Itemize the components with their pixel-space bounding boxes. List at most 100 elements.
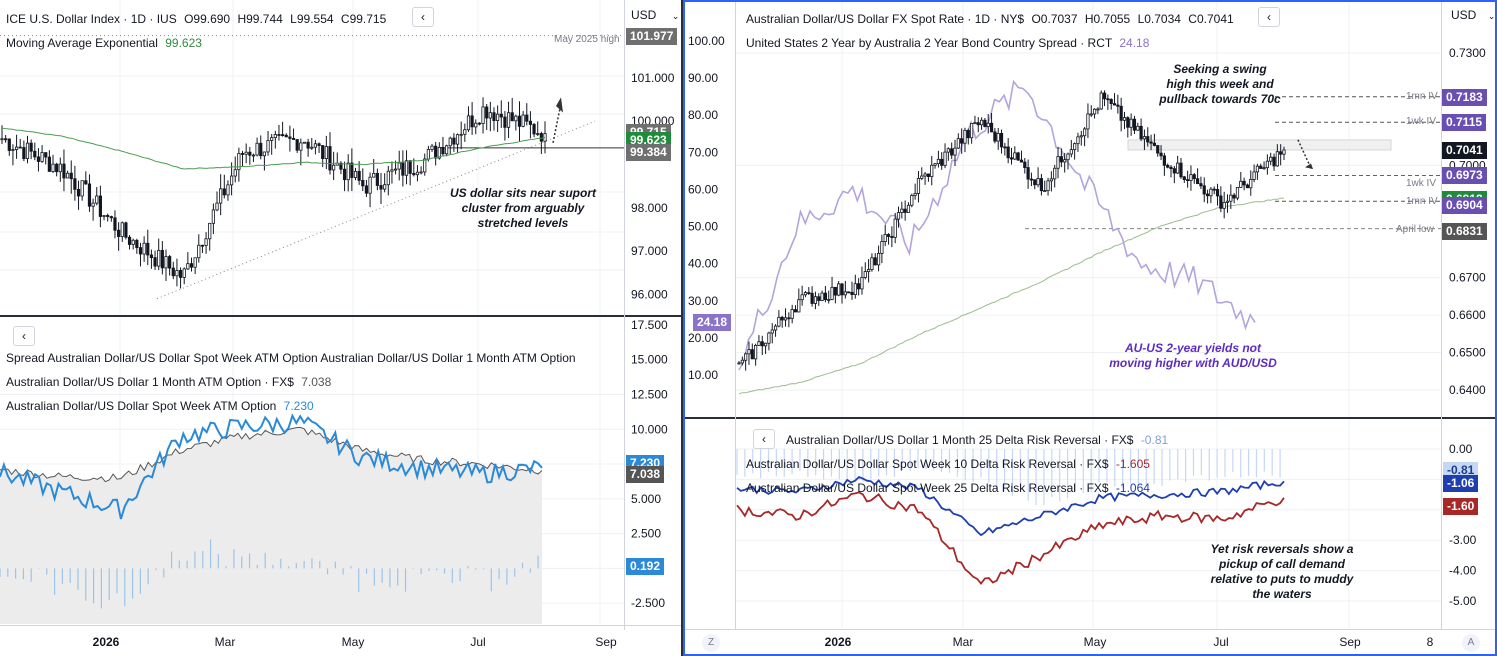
dxy-candle-body: [383, 184, 387, 190]
audusd-close: C0.7041: [1188, 12, 1234, 26]
dxy-candle-body: [240, 153, 245, 155]
spread-annotation[interactable]: AU-US 2-year yields not moving higher wi…: [1109, 341, 1277, 370]
option-spread-name[interactable]: Spread Australian Dollar/US Dollar Spot …: [6, 351, 576, 365]
audusd-candle-body: [1269, 156, 1273, 162]
dxy-candle-body: [248, 151, 252, 156]
audusd-low: L0.7034: [1137, 12, 1181, 26]
option-value-badge: 7.038: [626, 466, 665, 484]
rr-week25-name[interactable]: Australian Dollar/US Dollar Spot Week 25…: [746, 481, 1109, 495]
dxy-legend[interactable]: ICE U.S. Dollar Index · 1D · IUS O99.690…: [6, 11, 386, 27]
option-1m-name[interactable]: Australian Dollar/US Dollar 1 Month ATM …: [6, 375, 294, 389]
dxy-candle-body: [95, 195, 99, 204]
dxy-candle-body: [69, 172, 73, 180]
option-1m-area: [0, 427, 542, 624]
rr-1m-legend[interactable]: Australian Dollar/US Dollar 1 Month 25 D…: [786, 432, 1168, 448]
dxy-candle-body: [310, 146, 314, 149]
dxy-candle-body: [419, 171, 423, 174]
dxy-candle-body: [65, 172, 70, 179]
zoom-reset-button[interactable]: Z: [702, 634, 720, 652]
right-x-tick-label: 8: [1426, 635, 1434, 649]
audusd-candle-body: [1102, 92, 1107, 100]
rr-value-badge: -1.60: [1443, 497, 1479, 515]
audusd-candle-body: [1259, 165, 1263, 169]
audusd-candle-body: [817, 296, 821, 301]
rr-annotation[interactable]: Yet risk reversals show a pickup of call…: [1210, 542, 1354, 601]
ema-name[interactable]: Moving Average Exponential: [6, 36, 158, 50]
audusd-candle-body: [1245, 184, 1250, 189]
risk-reversal-chart[interactable]: [735, 420, 1441, 630]
dxy-price-chart[interactable]: [0, 0, 624, 316]
yield-spread-line: [738, 79, 1256, 371]
dxy-candle-body: [291, 138, 296, 140]
option-week-name[interactable]: Australian Dollar/US Dollar Spot Week AT…: [6, 399, 277, 413]
audusd-candle-body: [770, 329, 774, 334]
option-1m-legend[interactable]: Australian Dollar/US Dollar 1 Month ATM …: [6, 374, 331, 390]
option-spread-legend[interactable]: Spread Australian Dollar/US Dollar Spot …: [6, 350, 576, 366]
rr-1m-name[interactable]: Australian Dollar/US Dollar 1 Month 25 D…: [786, 433, 1134, 447]
dxy-candle-body: [328, 146, 332, 171]
dxy-candle-body: [302, 141, 307, 144]
audusd-candle-body: [873, 257, 877, 266]
dxy-candle-body: [353, 170, 358, 178]
audusd-candle-body: [1076, 136, 1080, 145]
audusd-price-chart[interactable]: [735, 0, 1441, 418]
right-time-axis[interactable]: 2026 Mar May Jul Sep 8: [684, 630, 1497, 656]
rr-week10-name[interactable]: Australian Dollar/US Dollar Spot Week 10…: [746, 457, 1109, 471]
left-price-axis[interactable]: 101.000100.00098.00097.00096.00017.50015…: [625, 0, 681, 630]
dxy-candle-body: [492, 112, 496, 121]
dxy-symbol-name[interactable]: ICE U.S. Dollar Index · 1D · IUS: [6, 12, 177, 26]
level-label-april-low: April low: [1396, 224, 1434, 235]
dxy-candle-body: [313, 143, 318, 148]
audusd-symbol-name[interactable]: Australian Dollar/US Dollar FX Spot Rate…: [746, 12, 1025, 26]
dxy-legend-collapse-button[interactable]: ‹: [412, 7, 434, 27]
spread-left-axis[interactable]: 100.00 90.00 80.00 70.00 60.00 50.00 40.00 30.0…: [684, 0, 735, 630]
right-x-tick-label: Mar: [952, 635, 974, 649]
rr-legend-collapse-button[interactable]: ‹: [753, 429, 775, 449]
auto-scale-button[interactable]: A: [1462, 634, 1480, 652]
audusd-candle-body: [1262, 167, 1266, 170]
dxy-candle-body: [14, 146, 19, 150]
audusd-candle-body: [1232, 194, 1236, 199]
audusd-candle-body: [847, 291, 851, 294]
option-legend-collapse-button[interactable]: ‹: [13, 326, 35, 346]
rr-y-tick-label: -5.00: [1449, 594, 1477, 608]
left-time-axis[interactable]: 2026 Mar May Jul Sep: [0, 626, 682, 656]
left-pane-divider[interactable]: [0, 315, 682, 317]
audusd-candle-body: [1219, 195, 1223, 209]
spread-name[interactable]: United States 2 Year by Australia 2 Year…: [746, 36, 1112, 50]
audusd-annotation[interactable]: Seeking a swing high this week and pullb…: [1159, 62, 1281, 106]
rr-week25-legend[interactable]: Australian Dollar/US Dollar Spot Week 25…: [746, 480, 1150, 496]
right-pane-divider[interactable]: [684, 417, 1497, 419]
rr-1m-value: -0.81: [1140, 433, 1169, 447]
audusd-legend[interactable]: Australian Dollar/US Dollar FX Spot Rate…: [746, 11, 1234, 27]
spread-y-tick-label: 60.00: [688, 182, 718, 196]
option-week-legend[interactable]: Australian Dollar/US Dollar Spot Week AT…: [6, 398, 314, 414]
right-currency-select[interactable]: USD ⌄: [1451, 7, 1495, 24]
audusd-candle-body: [1252, 171, 1256, 180]
audusd-candle-body: [1152, 142, 1156, 146]
dxy-candle-body: [244, 151, 248, 155]
chevron-down-icon: ⌄: [1487, 11, 1496, 21]
audusd-candle-body: [797, 299, 801, 313]
audusd-candle-body: [993, 131, 997, 142]
spread-legend[interactable]: United States 2 Year by Australia 2 Year…: [746, 35, 1149, 51]
dxy-candle-body: [459, 133, 463, 136]
dxy-candle-body: [25, 142, 30, 160]
rr-week10-legend[interactable]: Australian Dollar/US Dollar Spot Week 10…: [746, 456, 1150, 472]
audusd-candle-body: [1013, 152, 1017, 160]
audusd-candle-body: [820, 292, 824, 301]
dxy-annotation[interactable]: US dollar sits near suport cluster from …: [449, 186, 597, 230]
dxy-candle-body: [496, 113, 500, 121]
audusd-legend-collapse-button[interactable]: ‹: [1258, 7, 1280, 27]
audusd-candle-body: [940, 158, 944, 166]
left-currency-select[interactable]: USD ⌄: [631, 7, 679, 24]
ema-legend[interactable]: Moving Average Exponential 99.623: [6, 35, 202, 51]
audusd-candle-body: [1023, 161, 1027, 168]
atm-option-chart[interactable]: [0, 318, 624, 624]
dxy-candle-body: [401, 162, 405, 176]
chart-split-divider[interactable]: [681, 0, 684, 656]
right-raxis-divider: [1441, 0, 1442, 630]
audusd-price-badge: 0.7115: [1442, 114, 1487, 132]
dxy-candle-body: [517, 115, 522, 127]
audusd-candle-body: [1112, 103, 1117, 106]
